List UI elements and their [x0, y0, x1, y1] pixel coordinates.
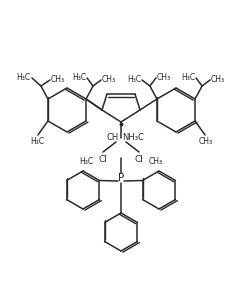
Text: CH₃: CH₃	[102, 76, 116, 84]
Text: Cl: Cl	[135, 155, 143, 164]
Text: H₃C: H₃C	[127, 76, 141, 84]
Text: H₃C: H₃C	[181, 72, 195, 81]
Text: P: P	[118, 173, 124, 183]
Text: H₃C: H₃C	[30, 137, 44, 146]
Text: CH₃: CH₃	[51, 76, 65, 84]
Text: H₃C: H₃C	[16, 72, 30, 81]
Text: CH: CH	[107, 134, 119, 142]
Text: H₃C: H₃C	[79, 158, 93, 166]
Text: CH₃: CH₃	[149, 158, 163, 166]
Text: CH₃: CH₃	[211, 76, 225, 84]
Text: H₃C: H₃C	[72, 72, 86, 81]
Text: CH₃: CH₃	[199, 137, 213, 146]
Text: CH₃: CH₃	[157, 72, 171, 81]
Text: NH₃C: NH₃C	[122, 134, 144, 142]
Text: Cl: Cl	[99, 155, 107, 164]
